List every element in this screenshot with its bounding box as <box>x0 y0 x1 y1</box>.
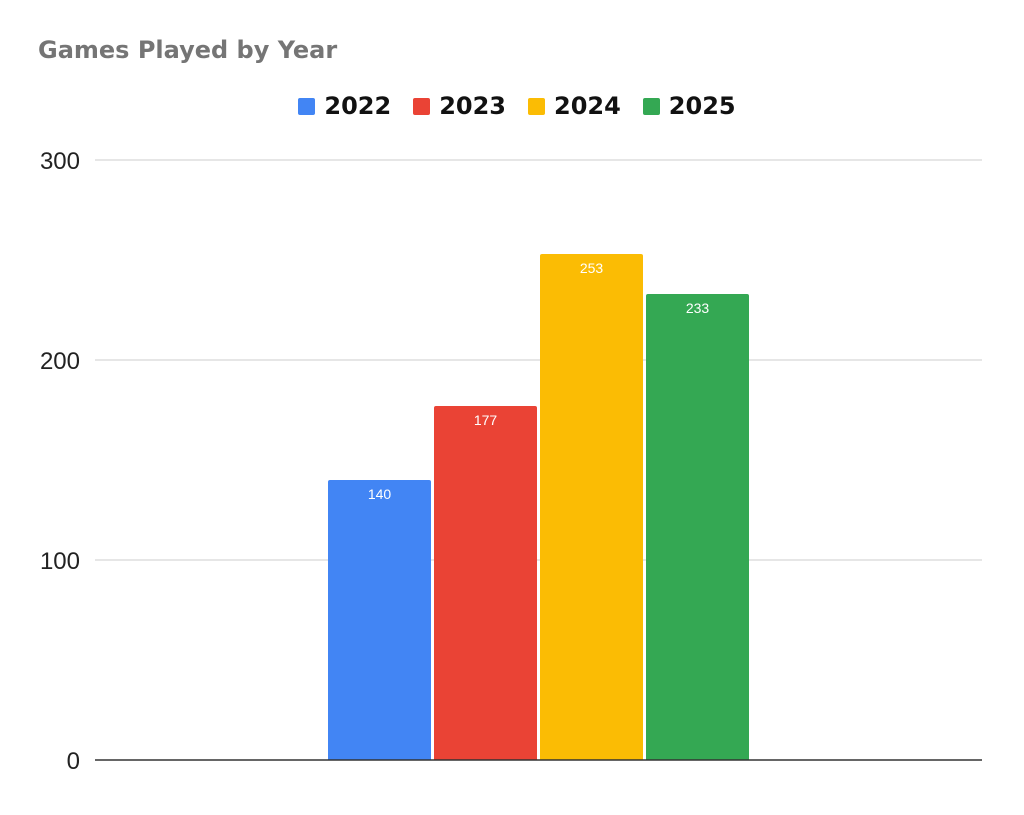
legend-item-2022: 2022 <box>298 92 391 120</box>
legend-swatch <box>413 97 431 115</box>
data-label-2024: 253 <box>580 260 604 276</box>
legend-label: 2025 <box>668 92 736 120</box>
legend-label: 2022 <box>324 92 392 120</box>
y-tick-label: 200 <box>40 348 80 375</box>
data-label-2025: 233 <box>686 300 710 316</box>
legend-item-2025: 2025 <box>642 92 736 120</box>
chart-title: Games Played by Year <box>38 36 338 64</box>
legend: 2022 2023 2024 2025 <box>0 92 1024 120</box>
y-tick-label: 100 <box>40 548 80 575</box>
legend-label: 2024 <box>554 92 621 120</box>
legend-swatch <box>298 97 316 115</box>
y-tick-label: 300 <box>40 148 80 175</box>
bar-2024 <box>540 254 643 760</box>
legend-swatch <box>528 97 545 115</box>
legend-swatch <box>642 97 660 115</box>
data-label-2023: 177 <box>474 412 498 428</box>
legend-item-2023: 2023 <box>413 92 506 120</box>
legend-label: 2023 <box>439 92 506 120</box>
legend-item-2024: 2024 <box>528 92 621 120</box>
bar-2025 <box>646 294 749 760</box>
bar-2022 <box>328 480 431 760</box>
y-tick-label: 0 <box>67 748 80 775</box>
data-label-2022: 140 <box>368 486 392 502</box>
bar-2023 <box>434 406 537 760</box>
